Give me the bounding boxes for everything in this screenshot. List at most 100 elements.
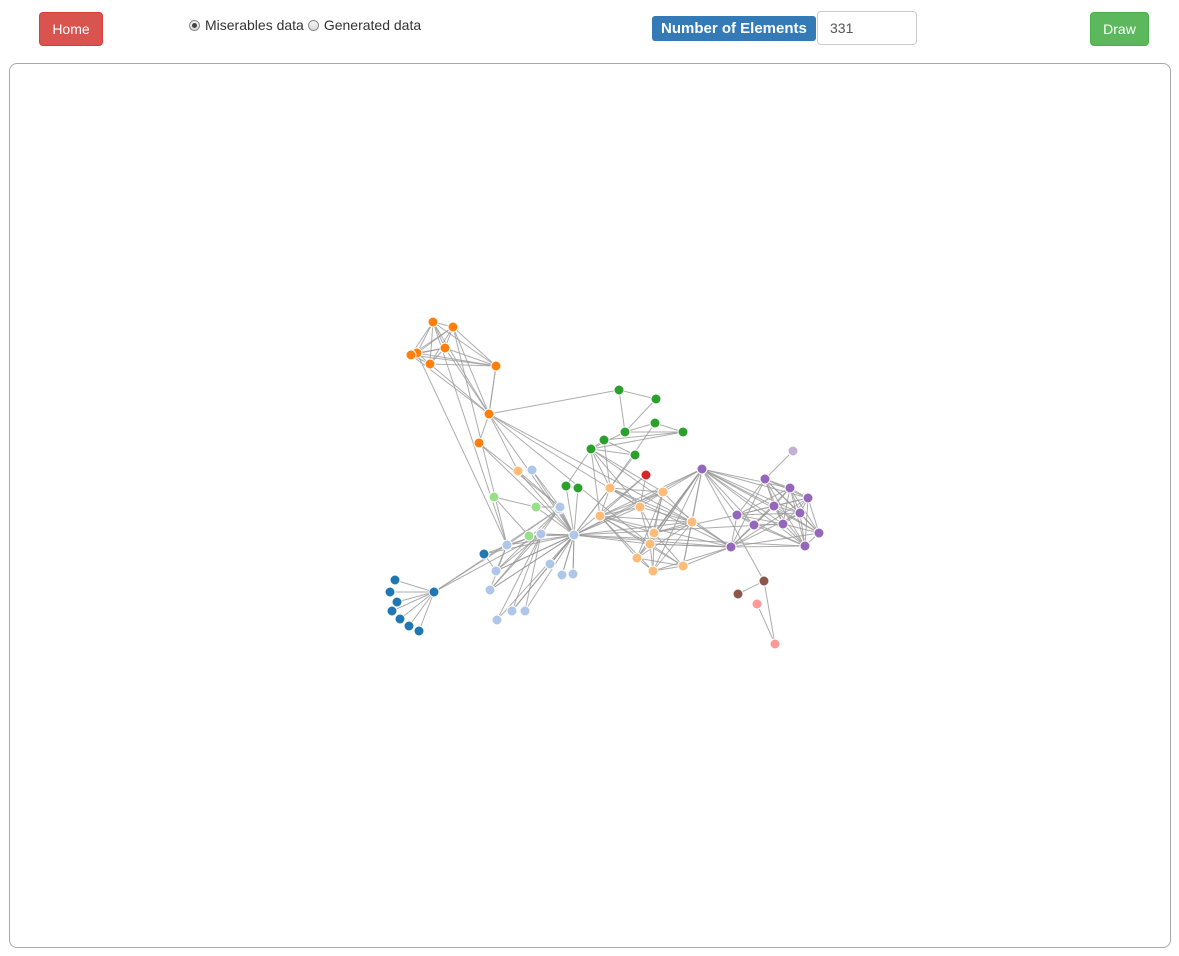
- graph-node[interactable]: [613, 384, 625, 396]
- graph-link: [618, 389, 626, 433]
- graph-link: [561, 534, 575, 576]
- graph-node[interactable]: [751, 598, 763, 610]
- graph-node[interactable]: [491, 614, 503, 626]
- graph-node[interactable]: [478, 548, 490, 560]
- graph-node[interactable]: [784, 482, 796, 494]
- graph-node[interactable]: [631, 552, 643, 564]
- graph-node[interactable]: [484, 584, 496, 596]
- graph-node[interactable]: [386, 605, 398, 617]
- graph-node[interactable]: [813, 527, 825, 539]
- graph-link: [416, 352, 508, 546]
- graph-node[interactable]: [649, 417, 661, 429]
- graph-node[interactable]: [556, 569, 568, 581]
- draw-button[interactable]: Draw: [1090, 12, 1149, 46]
- graph-node[interactable]: [758, 575, 770, 587]
- graph-node[interactable]: [523, 530, 535, 542]
- graph-link: [730, 478, 766, 548]
- graph-link: [682, 546, 732, 567]
- graph-node[interactable]: [769, 638, 781, 650]
- graph-node[interactable]: [535, 528, 547, 540]
- graph-node[interactable]: [512, 465, 524, 477]
- graph-node[interactable]: [629, 449, 641, 461]
- graph-node[interactable]: [748, 519, 760, 531]
- graph-node[interactable]: [544, 558, 556, 570]
- graph-node[interactable]: [725, 541, 737, 553]
- graph-node[interactable]: [572, 482, 584, 494]
- graph-link: [506, 534, 575, 546]
- graph-node[interactable]: [696, 463, 708, 475]
- nodes-layer: [384, 316, 825, 650]
- number-of-elements-label: Number of Elements: [652, 16, 816, 41]
- graph-node[interactable]: [526, 464, 538, 476]
- graph-node[interactable]: [647, 565, 659, 577]
- graph-link: [609, 487, 693, 523]
- graph-node[interactable]: [413, 625, 425, 637]
- graph-node[interactable]: [567, 568, 579, 580]
- graph-node[interactable]: [501, 539, 513, 551]
- graph-node[interactable]: [634, 501, 646, 513]
- graph-node[interactable]: [794, 507, 806, 519]
- graph-node[interactable]: [759, 473, 771, 485]
- graph-node[interactable]: [568, 529, 580, 541]
- graph-node[interactable]: [768, 500, 780, 512]
- graph-node[interactable]: [488, 491, 500, 503]
- graph-node[interactable]: [644, 538, 656, 550]
- graph-node[interactable]: [657, 486, 669, 498]
- graph-node[interactable]: [483, 408, 495, 420]
- graph-node[interactable]: [604, 482, 616, 494]
- graph-node[interactable]: [598, 434, 610, 446]
- graph-node[interactable]: [473, 437, 485, 449]
- graph-node[interactable]: [424, 358, 436, 370]
- graph-link: [573, 534, 806, 547]
- graph-node[interactable]: [648, 527, 660, 539]
- graph-node[interactable]: [439, 342, 451, 354]
- graph-node[interactable]: [594, 510, 606, 522]
- home-button[interactable]: Home: [39, 12, 103, 46]
- graph-node[interactable]: [787, 445, 799, 457]
- graph-node[interactable]: [686, 516, 698, 528]
- graph-node[interactable]: [585, 443, 597, 455]
- graph-node[interactable]: [405, 349, 417, 361]
- graph-node[interactable]: [554, 501, 566, 513]
- graph-node[interactable]: [519, 605, 531, 617]
- graph-link: [408, 591, 435, 627]
- graph-node[interactable]: [619, 426, 631, 438]
- graph-link: [590, 448, 636, 456]
- graph-node[interactable]: [799, 540, 811, 552]
- graph-link: [493, 496, 537, 508]
- graph-node[interactable]: [403, 620, 415, 632]
- graph-canvas[interactable]: [9, 63, 1171, 948]
- graph-node[interactable]: [731, 509, 743, 521]
- graph-node[interactable]: [506, 605, 518, 617]
- graph-node[interactable]: [391, 596, 403, 608]
- graph-node[interactable]: [447, 321, 459, 333]
- graph-node[interactable]: [560, 480, 572, 492]
- graph-node[interactable]: [650, 393, 662, 405]
- graph-link: [429, 363, 490, 415]
- generated-radio-label[interactable]: Generated data: [323, 17, 422, 33]
- graph-node[interactable]: [802, 492, 814, 504]
- graph-node[interactable]: [428, 586, 440, 598]
- graph-node[interactable]: [389, 574, 401, 586]
- graph-node[interactable]: [640, 469, 652, 481]
- graph-node[interactable]: [490, 565, 502, 577]
- force-graph[interactable]: [10, 64, 1170, 947]
- miserables-radio-label[interactable]: Miserables data: [205, 17, 304, 33]
- graph-node[interactable]: [384, 586, 396, 598]
- graph-node[interactable]: [530, 501, 542, 513]
- miserables-radio[interactable]: [189, 19, 200, 31]
- number-of-elements-input[interactable]: [817, 11, 917, 45]
- graph-node[interactable]: [394, 613, 406, 625]
- graph-node[interactable]: [490, 360, 502, 372]
- graph-node[interactable]: [777, 518, 789, 530]
- graph-node[interactable]: [677, 426, 689, 438]
- graph-link: [495, 534, 575, 572]
- graph-link: [639, 506, 693, 523]
- graph-link: [496, 533, 542, 621]
- graph-node[interactable]: [732, 588, 744, 600]
- graph-link: [549, 534, 575, 565]
- generated-radio[interactable]: [307, 19, 319, 31]
- graph-link: [496, 534, 575, 621]
- graph-node[interactable]: [427, 316, 439, 328]
- graph-node[interactable]: [677, 560, 689, 572]
